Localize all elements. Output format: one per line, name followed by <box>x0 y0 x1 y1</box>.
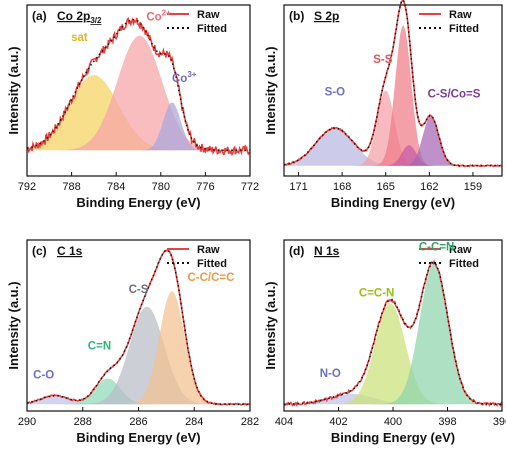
panel-label: (c) <box>32 244 47 258</box>
panel-title: S 2p <box>314 9 339 23</box>
peak-area <box>27 75 250 151</box>
peak-area <box>284 25 502 166</box>
x-tick-label: 400 <box>384 416 402 428</box>
peak-label-superscript: 2+ <box>162 8 171 17</box>
legend-raw-label: Raw <box>449 244 472 256</box>
panel-label: (d) <box>289 244 304 258</box>
peak-label: C-S/Co=S <box>428 88 481 100</box>
peak-label: Co3+ <box>172 70 197 85</box>
peak-label: C-S <box>129 284 149 296</box>
panel-b: 171 168 165 162 159 Binding Energy (eV) Intens… <box>263 0 503 210</box>
y-axis-label: Intensity (a.u.) <box>263 281 278 369</box>
plot-frame <box>26 4 251 177</box>
x-tick-label: 776 <box>196 181 214 193</box>
peak-label-superscript: 3+ <box>187 70 196 79</box>
panel-title: C 1s <box>57 244 83 258</box>
panel-title-subscript: 3/2 <box>90 16 102 25</box>
legend-raw-label: Raw <box>197 9 220 21</box>
x-axis-label: Binding Energy (eV) <box>76 195 200 210</box>
peak-label: C-C=N <box>419 241 454 253</box>
x-tick-label: 282 <box>241 416 259 428</box>
x-tick-label: 290 <box>18 416 36 428</box>
peak-label: sat <box>71 32 88 44</box>
x-tick-label: 780 <box>152 181 170 193</box>
x-tick-label: 159 <box>464 181 482 193</box>
y-axis-label: Intensity (a.u.) <box>6 46 21 134</box>
x-axis-label: Binding Energy (eV) <box>331 430 455 445</box>
peak-area <box>284 264 502 405</box>
legend-raw-label: Raw <box>197 244 220 256</box>
fitted-curve <box>284 261 502 405</box>
x-tick-label: 772 <box>241 181 259 193</box>
x-tick-label: 284 <box>185 416 203 428</box>
x-tick-label: 402 <box>329 416 347 428</box>
peak-area <box>27 35 250 151</box>
panel-label: (b) <box>289 9 304 23</box>
x-axis-label: Binding Energy (eV) <box>76 430 200 445</box>
fitted-curve <box>26 249 250 405</box>
y-axis-label: Intensity (a.u.) <box>263 46 278 134</box>
plot-frame <box>283 4 503 177</box>
y-axis-label: Intensity (a.u.) <box>6 281 21 369</box>
x-tick-label: 165 <box>377 181 395 193</box>
x-tick-label: 398 <box>438 416 456 428</box>
x-tick-label: 286 <box>129 416 147 428</box>
peak-label: C=C-N <box>359 287 394 299</box>
legend-fitted-label: Fitted <box>197 258 227 270</box>
peak-area <box>284 393 502 405</box>
panel-title: Co 2p3/2 <box>57 9 102 25</box>
peak-label: C-C/C=C <box>187 272 234 284</box>
raw-curve <box>283 0 503 168</box>
panel-label: (a) <box>32 9 47 23</box>
peak-label: C-O <box>33 370 54 382</box>
peak-area <box>284 128 502 166</box>
panel-a: 792 788 784 780 776 772 Binding Energy (eV) Int… <box>6 4 259 210</box>
x-tick-label: 288 <box>74 416 92 428</box>
x-tick-label: 784 <box>107 181 125 193</box>
x-tick-label: 171 <box>289 181 307 193</box>
legend-raw-label: Raw <box>449 9 472 21</box>
panel-d: 404 402 400 398 396 Binding Energy (eV) Intens… <box>263 239 506 445</box>
legend-fitted-label: Fitted <box>449 258 479 270</box>
peak-label: S-S <box>373 54 393 66</box>
x-tick-label: 788 <box>62 181 80 193</box>
peak-label: Co2+ <box>146 8 171 23</box>
peak-label: N-O <box>320 368 341 380</box>
peak-area <box>284 303 502 405</box>
legend-fitted-label: Fitted <box>197 23 227 35</box>
panel-c: 290 288 286 284 282 Binding Energy (eV) Intens… <box>6 239 259 445</box>
x-tick-label: 168 <box>333 181 351 193</box>
x-tick-label: 396 <box>493 416 506 428</box>
x-tick-label: 404 <box>275 416 293 428</box>
x-tick-label: 162 <box>420 181 438 193</box>
legend-fitted-label: Fitted <box>449 23 479 35</box>
peak-label: C=N <box>88 340 111 352</box>
x-axis-label: Binding Energy (eV) <box>331 195 455 210</box>
x-tick-label: 792 <box>18 181 36 193</box>
peak-area <box>27 306 250 405</box>
panel-title: N 1s <box>314 244 340 258</box>
peak-label: S-O <box>325 87 346 99</box>
